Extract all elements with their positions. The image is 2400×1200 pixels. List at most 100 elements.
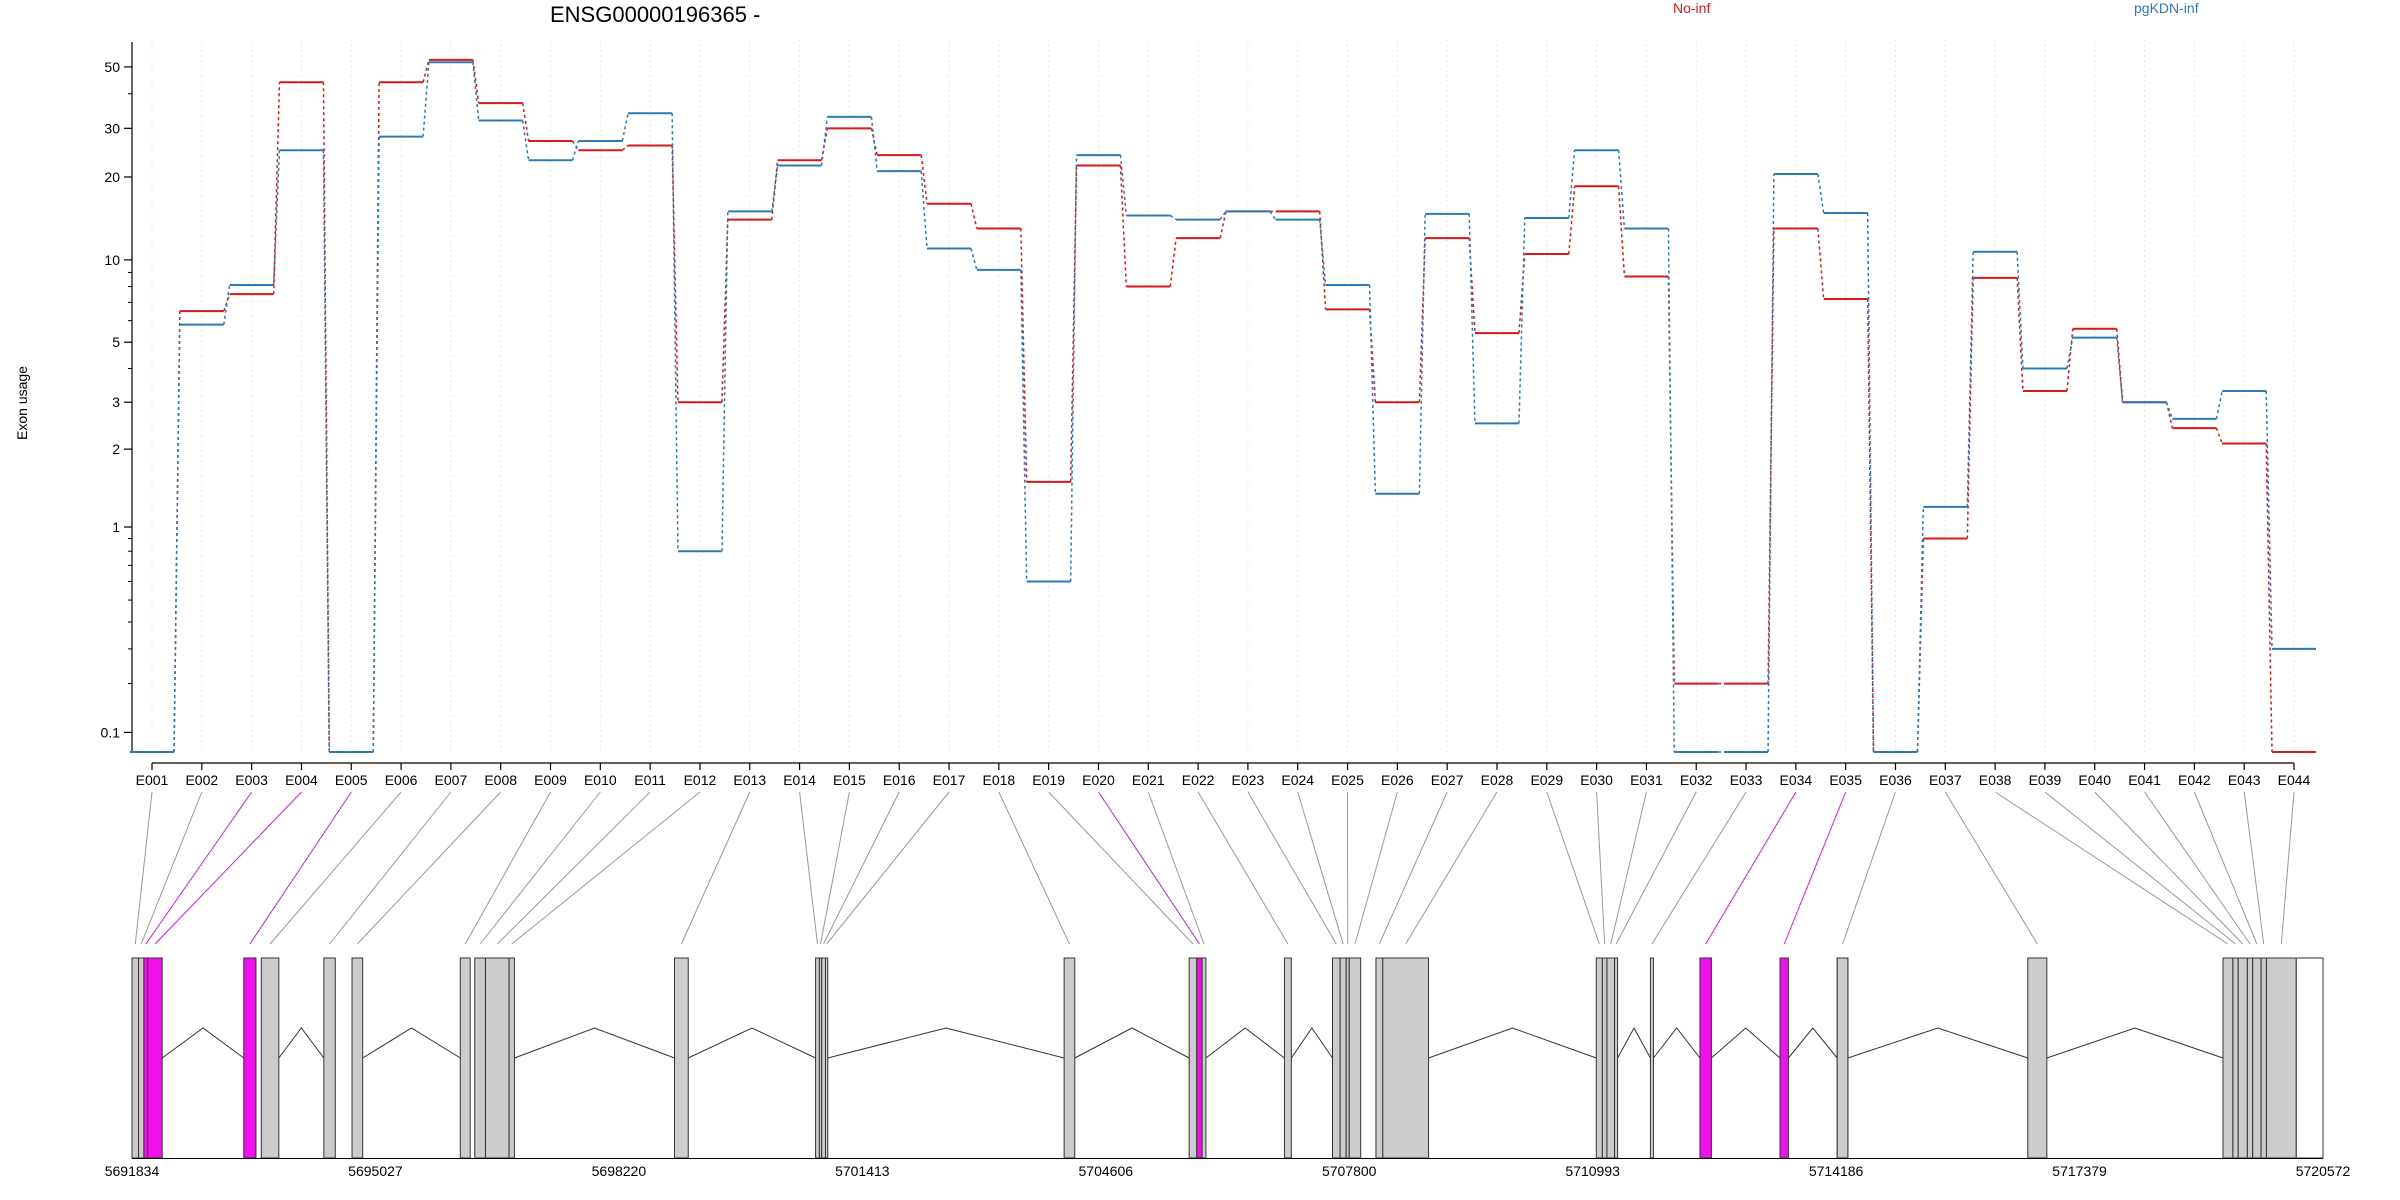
series-0-connector xyxy=(1119,165,1128,287)
intron xyxy=(688,1027,816,1059)
series-0-connector xyxy=(671,145,679,403)
intron xyxy=(1847,1027,2028,1059)
series-1-connector xyxy=(1518,217,1526,424)
series-1-connector xyxy=(173,324,181,753)
connector-e030 xyxy=(1596,791,1606,945)
intron xyxy=(1653,1027,1701,1059)
connector-e020 xyxy=(1098,791,1200,945)
connector-e018 xyxy=(998,791,1070,945)
intron xyxy=(1290,1027,1333,1059)
genomic-tick-label: 5691834 xyxy=(105,1163,160,1179)
series-1-connector xyxy=(1817,173,1825,214)
exon-box-e037 xyxy=(2027,957,2048,1159)
exon-box-e017 xyxy=(824,957,829,1159)
connector-e003 xyxy=(145,791,253,945)
series-1-connector xyxy=(721,211,729,552)
exon-box-e010 xyxy=(474,957,486,1159)
connector-e039 xyxy=(2044,791,2236,945)
series-1-connector xyxy=(2215,390,2223,419)
connector-e036 xyxy=(1842,791,1896,945)
series-0-connector xyxy=(1817,228,1825,300)
series-layer xyxy=(130,58,2316,753)
legend-entry-pgkdn-inf: pgKDN-inf xyxy=(2134,0,2199,16)
series-1-connector xyxy=(970,248,978,271)
series-1-connector xyxy=(2016,251,2024,369)
exon-box-e011 xyxy=(484,957,510,1159)
x-tick-label-e003: E003 xyxy=(235,772,268,788)
series-1-connector xyxy=(1368,284,1377,494)
series-0-connector xyxy=(1617,186,1626,277)
series-1-connector xyxy=(2165,401,2174,420)
intron xyxy=(161,1027,245,1059)
exon-box-e014 xyxy=(815,957,820,1159)
series-1-connector xyxy=(621,113,629,142)
series-1-connector xyxy=(1767,173,1775,753)
connector-e023 xyxy=(1247,791,1337,945)
exon-box-e008 xyxy=(351,957,364,1159)
intron xyxy=(514,1027,675,1059)
x-axis: E001 E002 E003 E004 E005 E006 E007 E008 E009 E010… xyxy=(136,762,2311,788)
series-1-connector xyxy=(1667,228,1675,753)
series-1-connector xyxy=(920,171,928,249)
series-1-connector xyxy=(521,120,530,161)
x-tick-label-e012: E012 xyxy=(684,772,717,788)
intron xyxy=(827,1027,1065,1059)
x-tick-label-e019: E019 xyxy=(1032,772,1065,788)
series-pgkdn-inf xyxy=(130,61,2316,753)
connector-e022 xyxy=(1197,791,1289,945)
genomic-tick-label: 5704606 xyxy=(1079,1163,1134,1179)
x-tick-label-e040: E040 xyxy=(2078,772,2111,788)
series-1-connector xyxy=(771,165,779,212)
series-1-connector xyxy=(372,136,380,753)
series-1-connector xyxy=(1468,213,1476,424)
exon-box-e001 xyxy=(131,957,140,1159)
x-tick-label-e022: E022 xyxy=(1182,772,1215,788)
series-0-connector xyxy=(2066,328,2074,392)
exon-box-e022 xyxy=(1283,957,1292,1159)
connector-e042 xyxy=(2193,791,2258,945)
genomic-axis: 5691834 5695027 5698220 5701413 5704606 57078… xyxy=(105,1158,2350,1179)
x-tick-label-e021: E021 xyxy=(1132,772,1165,788)
x-tick-label-e002: E002 xyxy=(185,772,218,788)
connector-e041 xyxy=(2144,791,2251,945)
exon-box-e012 xyxy=(508,957,515,1159)
x-tick-label-e001: E001 xyxy=(136,772,169,788)
y-tick-label: 50 xyxy=(104,59,120,75)
series-1-connector xyxy=(1966,251,1974,507)
connector-e038 xyxy=(1994,791,2229,945)
series-1-connector xyxy=(1418,213,1426,494)
series-0-connector xyxy=(422,59,430,83)
exon-box-e004 xyxy=(147,957,163,1159)
connector-e016 xyxy=(823,791,900,945)
intron xyxy=(1617,1026,1651,1059)
legend-entry-no-inf: No-inf xyxy=(1673,0,1711,16)
connector-e009 xyxy=(464,791,551,945)
connector-e012 xyxy=(511,791,701,945)
connector-e011 xyxy=(496,791,651,945)
x-tick-label-e037: E037 xyxy=(1929,772,1962,788)
series-0-connector xyxy=(472,59,480,104)
series-0-connector xyxy=(372,82,380,753)
series-1-connector xyxy=(272,150,281,286)
x-tick-label-e039: E039 xyxy=(2029,772,2062,788)
y-tick-label: 20 xyxy=(104,169,120,185)
exon-box-e042 xyxy=(2252,957,2262,1159)
connector-e026 xyxy=(1354,791,1398,945)
genomic-tick-label: 5701413 xyxy=(835,1163,890,1179)
utr-block xyxy=(2295,957,2324,1159)
y-axis: 0.1 1 2 3 5 10 20 30 50 xyxy=(101,42,133,752)
exon-box-e034 xyxy=(1699,957,1712,1159)
exon-box-e033 xyxy=(1649,957,1654,1159)
x-tick-label-e018: E018 xyxy=(982,772,1015,788)
exon-box-e018 xyxy=(1063,957,1076,1159)
exon-box-e030 xyxy=(1601,957,1608,1159)
connector-e033 xyxy=(1651,791,1747,945)
connector-e014 xyxy=(799,791,818,945)
y-tick-label: 5 xyxy=(112,334,120,350)
connector-e008 xyxy=(357,791,502,945)
series-1-connector xyxy=(1916,506,1925,753)
x-tick-label-e038: E038 xyxy=(1979,772,2012,788)
intron xyxy=(1788,1027,1838,1059)
series-0-connector xyxy=(1020,228,1028,482)
exon-box-e007 xyxy=(323,957,336,1159)
